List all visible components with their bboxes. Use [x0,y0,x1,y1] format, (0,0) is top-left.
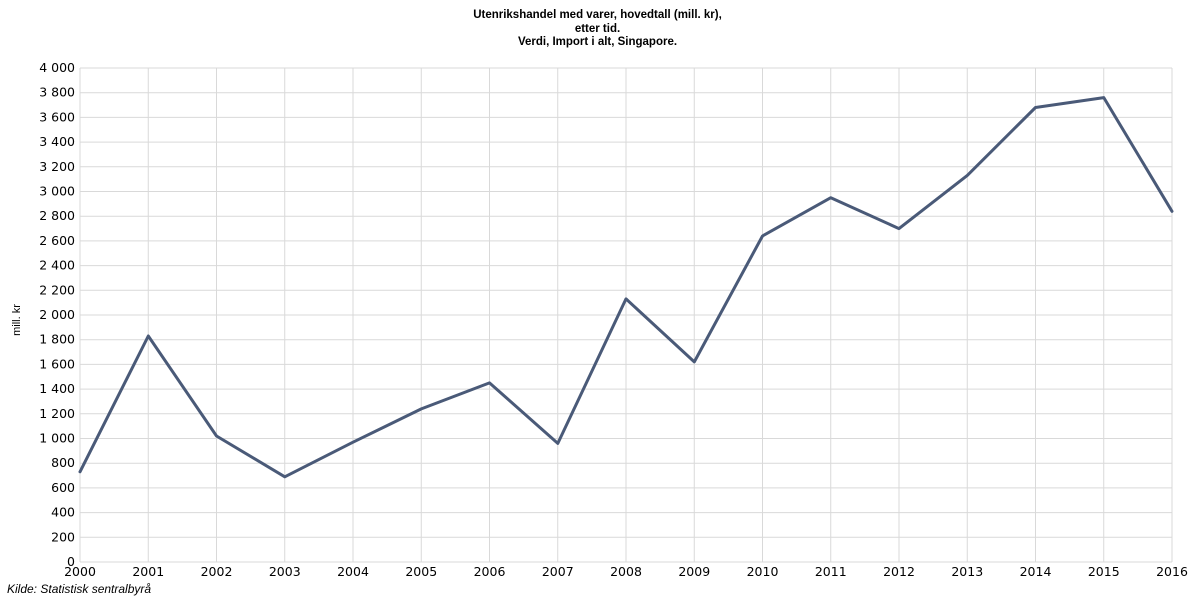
x-tick-label: 2001 [132,564,164,579]
y-tick-label: 1 000 [39,431,75,446]
y-axis-tick-labels: 0 200 400 600 800 1 000 1 200 1 400 1 600 1 800 2 … [39,60,75,569]
y-tick-label: 400 [51,505,75,520]
x-tick-label: 2016 [1156,564,1188,579]
x-tick-label: 2005 [405,564,437,579]
y-axis-label: mill. kr [11,304,23,336]
x-tick-label: 2002 [201,564,233,579]
x-tick-label: 2014 [1020,564,1052,579]
y-tick-label: 3 600 [39,109,75,124]
x-tick-label: 2003 [269,564,301,579]
grid-lines [79,67,1173,563]
y-tick-label: 1 200 [39,406,75,421]
y-tick-label: 1 800 [39,332,75,347]
y-tick-label: 2 800 [39,208,75,223]
x-tick-label: 2010 [747,564,779,579]
x-tick-label: 2006 [474,564,506,579]
y-tick-label: 0 [67,554,75,569]
y-tick-label: 2 600 [39,233,75,248]
y-tick-label: 200 [51,529,75,544]
series-group [78,96,1174,479]
y-tick-label: 600 [51,480,75,495]
y-tick-label: 2 400 [39,258,75,273]
x-tick-label: 2009 [678,564,710,579]
chart-title-line-3: Verdi, Import i alt, Singapore. [517,36,678,48]
x-tick-label: 2015 [1088,564,1120,579]
x-tick-label: 2007 [542,564,574,579]
y-tick-label: 3 800 [39,85,75,100]
x-tick-label: 2000 [64,564,96,579]
x-tick-label: 2004 [337,564,369,579]
y-tick-label: 4 000 [39,60,75,75]
chart-title-line-1: Utenrikshandel med varer, hovedtall (mil… [473,9,722,21]
y-tick-label: 2 000 [39,307,75,322]
x-axis-tick-labels: 2000 2001 2002 2003 2004 2005 2006 2007 2008 2009… [64,564,1188,579]
y-tick-label: 1 600 [39,356,75,371]
series-line [78,96,1174,479]
y-tick-label: 2 200 [39,282,75,297]
x-tick-label: 2011 [815,564,847,579]
x-tick-label: 2012 [883,564,915,579]
y-tick-label: 3 000 [39,184,75,199]
source-note: Kilde: Statistisk sentralbyrå [7,582,152,596]
y-tick-label: 3 200 [39,159,75,174]
chart-title: Utenrikshandel med varer, hovedtall (mil… [0,9,1195,50]
x-tick-label: 2008 [610,564,642,579]
y-tick-label: 3 400 [39,134,75,149]
x-tick-label: 2013 [951,564,983,579]
chart-title-line-2: etter tid. [574,22,621,35]
y-tick-label: 1 400 [39,381,75,396]
y-tick-label: 800 [51,455,75,470]
